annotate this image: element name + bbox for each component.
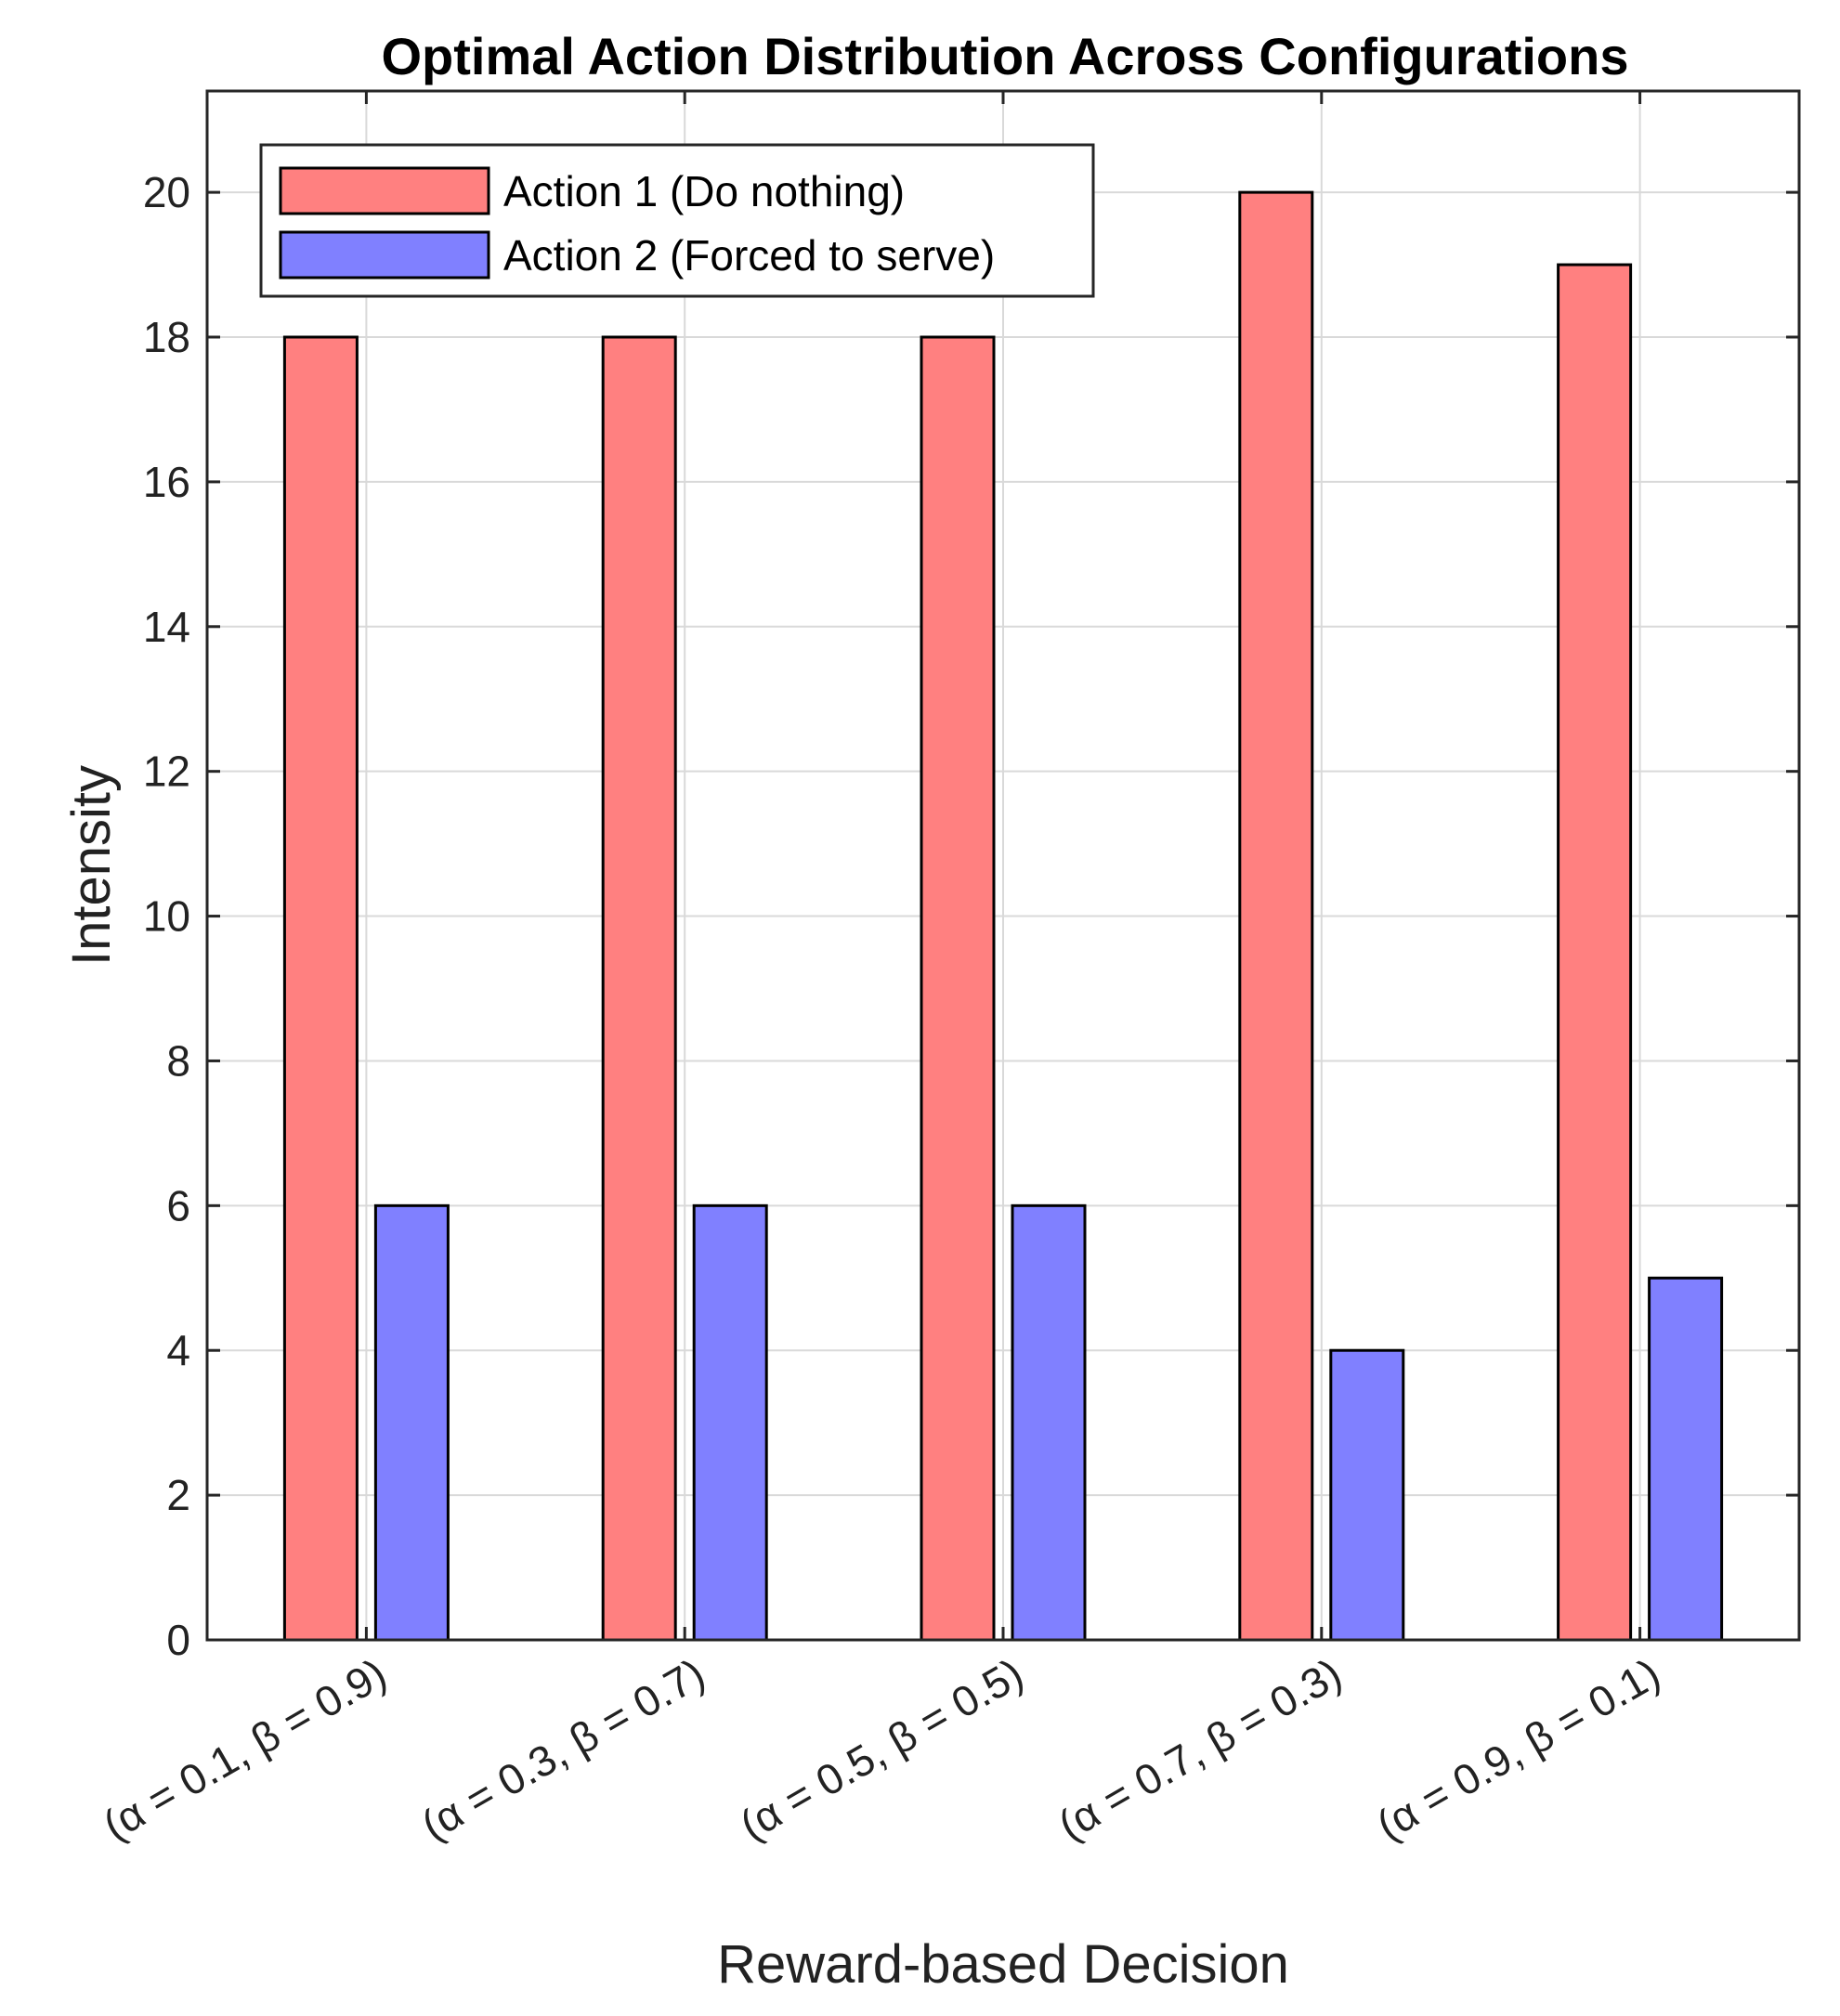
x-tick-labels: (α = 0.1, β = 0.9) (α = 0.3, β = 0.7) (α =… <box>95 1649 1667 1850</box>
x-tick-label: (α = 0.3, β = 0.7) <box>413 1649 712 1850</box>
y-tick-label: 4 <box>166 1326 190 1374</box>
x-tick-label: (α = 0.1, β = 0.9) <box>95 1649 394 1850</box>
legend-swatch-action-2 <box>279 230 490 280</box>
bar-action-2-cat-3 <box>1011 1203 1087 1642</box>
x-axis-label: Reward-based Decision <box>717 1934 1289 1995</box>
bars <box>282 190 1724 1642</box>
axis-ticks <box>207 91 1799 1642</box>
legend-swatch-action-1 <box>279 166 490 215</box>
y-tick-label: 8 <box>166 1036 190 1085</box>
y-tick-label: 20 <box>143 168 190 216</box>
bar-action-2-cat-5 <box>1648 1276 1724 1642</box>
bar-action-1-cat-2 <box>601 335 677 1642</box>
bar-action-1-cat-3 <box>920 335 996 1642</box>
y-axis-label: Intensity <box>61 765 122 966</box>
y-tick-label: 0 <box>166 1616 190 1664</box>
chart-title: Optimal Action Distribution Across Confi… <box>382 27 1629 85</box>
y-tick-label: 12 <box>143 748 190 796</box>
grid <box>207 91 1799 1640</box>
bar-action-1-cat-4 <box>1238 190 1314 1642</box>
bar-action-2-cat-2 <box>692 1203 768 1642</box>
y-tick-label: 18 <box>143 313 190 361</box>
y-tick-label: 10 <box>143 892 190 941</box>
y-tick-label: 16 <box>143 458 190 506</box>
legend-label-action-2: Action 2 (Forced to serve) <box>503 231 995 280</box>
x-tick-label: (α = 0.7, β = 0.3) <box>1050 1649 1350 1850</box>
y-tick-label: 6 <box>166 1181 190 1229</box>
x-tick-label: (α = 0.9, β = 0.1) <box>1368 1649 1667 1850</box>
bar-action-2-cat-1 <box>373 1203 450 1642</box>
y-tick-label: 14 <box>143 603 190 651</box>
bar-action-2-cat-4 <box>1329 1348 1405 1642</box>
legend: Action 1 (Do nothing) Action 2 (Forced t… <box>259 143 1095 298</box>
y-tick-label: 2 <box>166 1471 190 1519</box>
x-tick-label: (α = 0.5, β = 0.5) <box>732 1649 1031 1850</box>
legend-label-action-1: Action 1 (Do nothing) <box>503 167 905 215</box>
y-tick-labels: 0 2 4 6 8 10 12 14 16 18 20 <box>143 168 190 1664</box>
bar-action-1-cat-5 <box>1557 263 1633 1642</box>
bar-action-1-cat-1 <box>282 335 359 1642</box>
